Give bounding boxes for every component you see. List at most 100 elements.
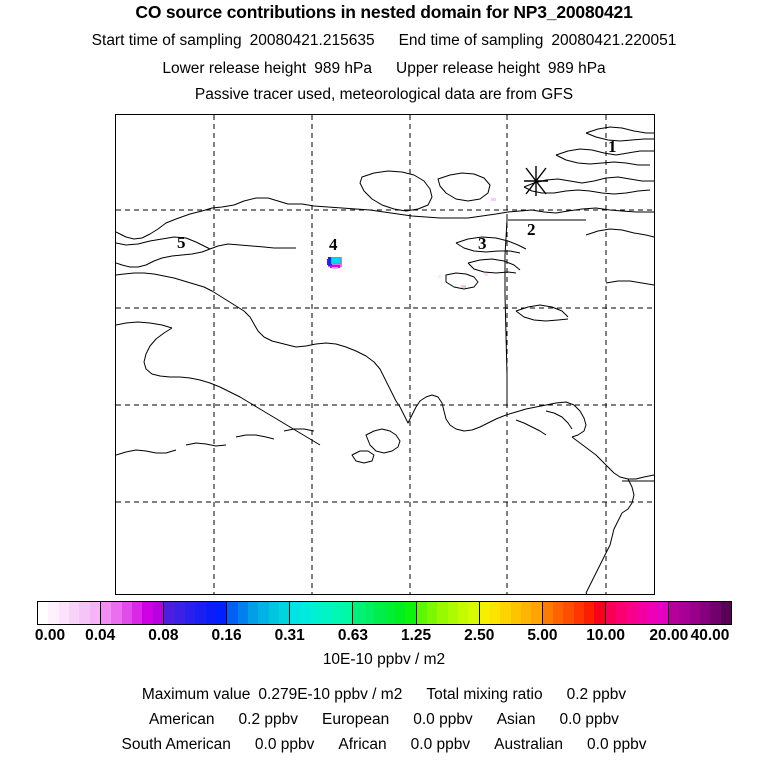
colorbar-step-3-5 xyxy=(279,602,290,624)
region-american-label: American xyxy=(149,711,215,728)
colorbar-step-8-2 xyxy=(563,602,574,624)
colorbar-step-6-1 xyxy=(426,602,438,624)
colorbar-step-9-1 xyxy=(616,602,627,624)
region-australian-label: Australian xyxy=(494,736,564,753)
colorbar-step-7-1 xyxy=(490,602,501,624)
us-west-coast-paths xyxy=(585,460,654,594)
colorbar-step-9-4 xyxy=(647,602,658,624)
colorbar-step-4-2 xyxy=(311,602,322,624)
colorbar-step-10-0 xyxy=(668,602,680,624)
upper-release-height-label: Upper release height xyxy=(396,60,540,77)
end-time-label: End time of sampling xyxy=(398,32,544,49)
colorbar-step-7-2 xyxy=(500,602,511,624)
colorbar-step-6-4 xyxy=(457,602,469,624)
colorbar-step-1-5 xyxy=(152,602,164,624)
region-american-value: 0.2 ppbv xyxy=(238,711,298,728)
region-asian-value: 0.0 ppbv xyxy=(559,711,619,728)
colorbar-tick-4: 0.31 xyxy=(274,627,305,644)
colorbar-band-4 xyxy=(290,602,354,624)
colorbar-step-2-2 xyxy=(184,602,196,624)
colorbar-step-4-0 xyxy=(290,602,301,624)
colorbar-step-3-3 xyxy=(258,602,269,624)
colorbar-step-6-0 xyxy=(416,602,427,624)
release-height-row: Lower release height 989 hPa Upper release… xyxy=(0,60,768,78)
colorbar-tick-1: 0.04 xyxy=(85,627,116,644)
colorbar-tick-2: 0.08 xyxy=(148,627,179,644)
colorbar-step-9-5 xyxy=(657,602,668,624)
colorbar-step-4-3 xyxy=(321,602,332,624)
colorbar-step-2-5 xyxy=(215,602,227,624)
colorbar-step-3-4 xyxy=(268,602,279,624)
colorbar-step-10-2 xyxy=(689,602,700,624)
colorbar-tick-0: 0.00 xyxy=(34,627,66,644)
colorbar-step-10-5 xyxy=(720,602,731,624)
colorbar-tick-9: 10.00 xyxy=(586,627,626,644)
colorbar-step-3-1 xyxy=(237,602,248,624)
colorbar-band-5 xyxy=(353,602,417,624)
colorbar-step-1-1 xyxy=(111,602,122,624)
colorbar-step-0-3 xyxy=(69,602,80,624)
colorbar-band-6 xyxy=(416,602,480,624)
colorbar-step-9-2 xyxy=(626,602,637,624)
colorbar-step-4-4 xyxy=(331,602,343,624)
region-label-5: 5 xyxy=(177,233,186,252)
colorbar-step-0-1 xyxy=(48,602,59,624)
colorbar-step-3-2 xyxy=(247,602,259,624)
colorbar-tick-3: 0.16 xyxy=(211,627,242,644)
colorbar-band-3 xyxy=(227,602,291,624)
upper-release-height-value: 989 hPa xyxy=(547,60,606,77)
colorbar-unit-label: 10E-10 ppbv / m2 xyxy=(322,651,446,668)
colorbar-step-2-4 xyxy=(205,602,216,624)
lower-release-height-value: 989 hPa xyxy=(314,60,372,77)
lower-release-height-label: Lower release height xyxy=(162,60,307,77)
colorbar-step-0-2 xyxy=(58,602,70,624)
region-australian-value: 0.0 ppbv xyxy=(587,736,647,753)
release-marker-asterisk xyxy=(524,166,548,196)
colorbar-step-1-0 xyxy=(101,602,112,624)
colorbar-step-7-3 xyxy=(510,602,522,624)
colorbar-step-4-5 xyxy=(342,602,353,624)
colorbar-step-1-3 xyxy=(132,602,143,624)
colorbar-step-7-0 xyxy=(479,602,490,624)
colorbar-tick-labels: 0.00 0.04 0.08 0.16 0.31 0.63 1.25 2.50 5.00 10.0… xyxy=(0,627,768,647)
colorbar-tick-8: 5.00 xyxy=(527,627,558,644)
colorbar-step-0-0 xyxy=(38,602,49,624)
colorbar-tick-10: 20.00 xyxy=(649,627,689,644)
colorbar-tick-11: 40.00 xyxy=(690,627,730,644)
colorbar-step-2-1 xyxy=(174,602,185,624)
start-time-label: Start time of sampling xyxy=(91,32,242,49)
region-label-3: 3 xyxy=(478,234,487,253)
colorbar-step-8-4 xyxy=(584,602,595,624)
footer-region-row-2: South American 0.0 ppbv African 0.0 ppbv Aus… xyxy=(0,736,768,754)
colorbar-step-5-3 xyxy=(384,602,395,624)
region-european-label: European xyxy=(321,711,390,728)
colorbar-step-4-1 xyxy=(300,602,312,624)
map-plot-area: 1 2 3 4 5 xyxy=(115,114,655,595)
region-european-value: 0.0 ppbv xyxy=(413,711,473,728)
colorbar-step-10-1 xyxy=(679,602,690,624)
colorbar-step-10-4 xyxy=(710,602,721,624)
colorbar-tick-7: 2.50 xyxy=(464,627,495,644)
colorbar-step-1-2 xyxy=(121,602,133,624)
colorbar-step-5-1 xyxy=(363,602,375,624)
colorbar-band-8 xyxy=(542,602,606,624)
region-south-american-value: 0.0 ppbv xyxy=(254,736,315,753)
colorbar-band-0 xyxy=(38,602,102,624)
region-african-value: 0.0 ppbv xyxy=(410,736,471,753)
colorbar-tick-6: 1.25 xyxy=(400,627,432,644)
colorbar-step-2-3 xyxy=(195,602,206,624)
colorbar-band-7 xyxy=(479,602,543,624)
tracer-note: Passive tracer used, meteorological data… xyxy=(194,86,574,103)
colorbar-step-7-5 xyxy=(531,602,542,624)
colorbar-step-5-4 xyxy=(394,602,406,624)
colorbar-step-1-4 xyxy=(142,602,153,624)
region-south-american-label: South American xyxy=(121,736,231,753)
page-title: CO source contributions in nested domain… xyxy=(135,2,633,22)
colorbar-step-6-3 xyxy=(447,602,458,624)
concentration-plume xyxy=(327,256,343,269)
start-time-value: 20080421.215635 xyxy=(249,32,375,49)
colorbar-step-0-5 xyxy=(89,602,101,624)
colorbar-band-9 xyxy=(605,602,669,624)
colorbar-step-8-1 xyxy=(553,602,564,624)
